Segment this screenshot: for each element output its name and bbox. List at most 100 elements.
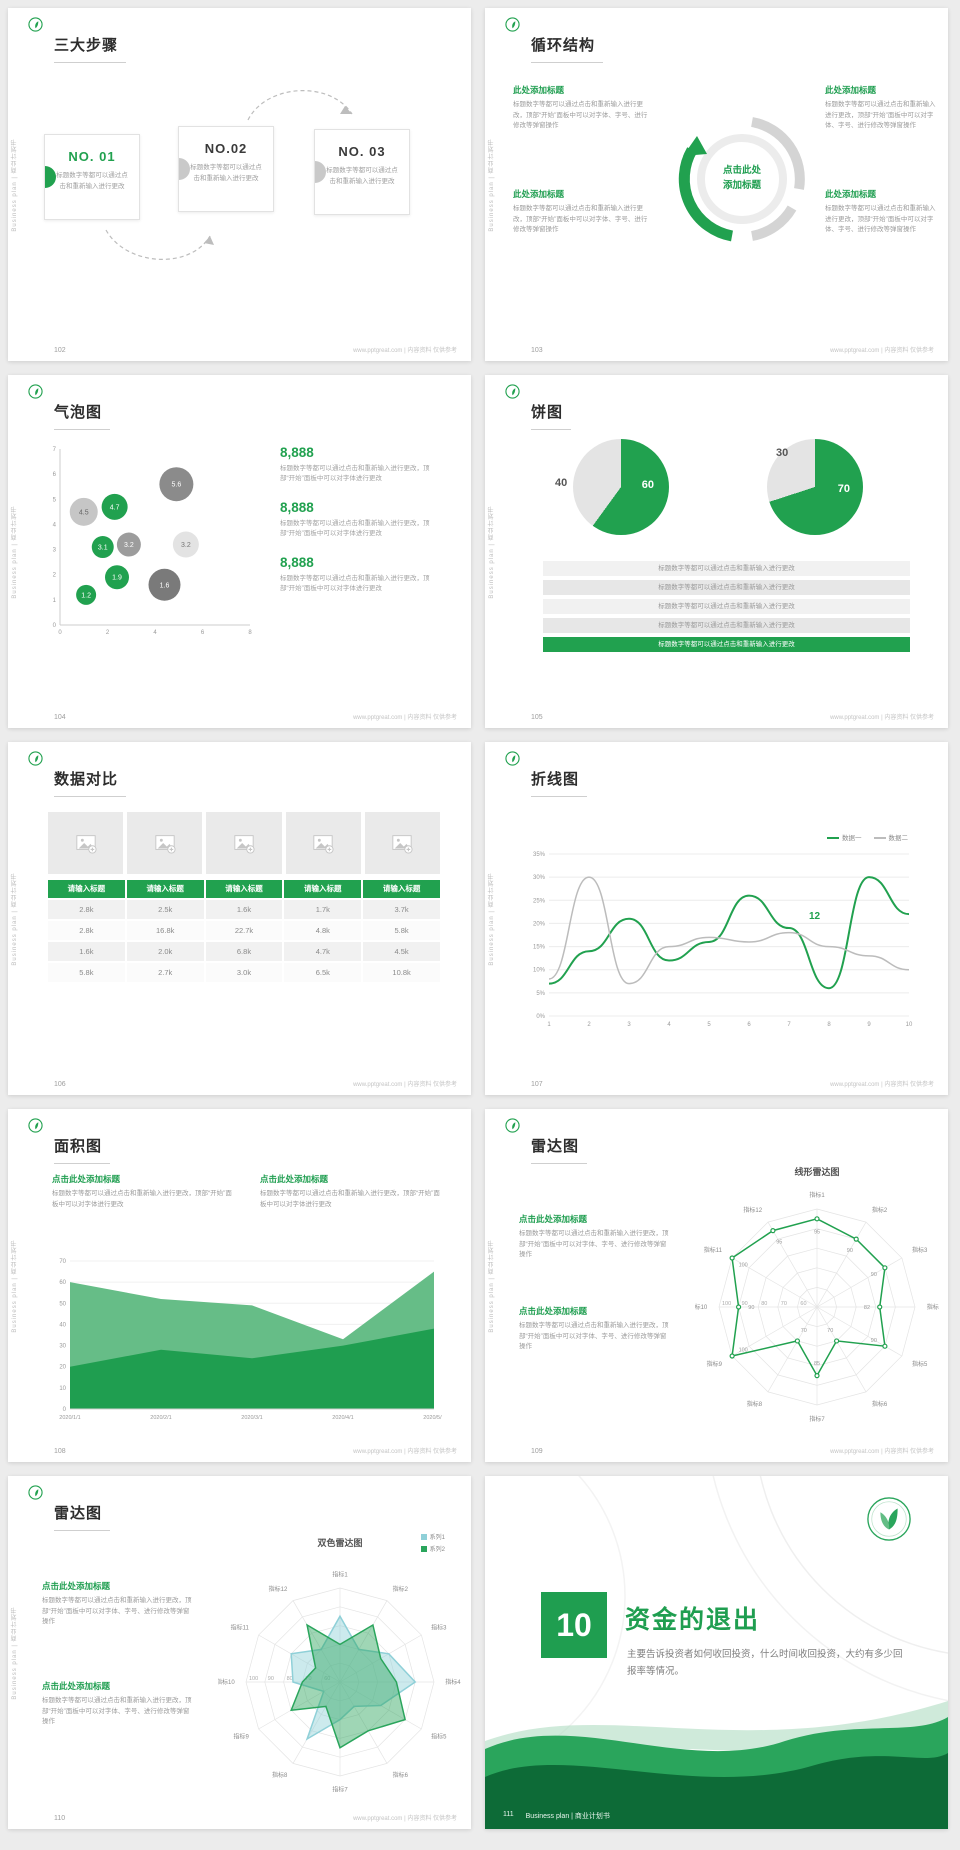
radar-chart: 指标1 指标2 指标3 指标4 指标5 指标6 指标7 指标8 指标9 指标10 指标11 指标12 6…: [689, 1183, 943, 1427]
table-cell: 5.8k: [48, 963, 125, 982]
slide-side-caption: Business plan | 商业计划书: [489, 871, 495, 966]
legend-swatch: [873, 837, 886, 840]
svg-text:50: 50: [59, 1301, 66, 1307]
svg-text:4.7: 4.7: [110, 504, 120, 511]
table-cell: 6.5k: [284, 963, 362, 982]
step-box-2: NO.02 标题数字等都可以通过点击和重新输入进行更改: [178, 126, 274, 212]
step-body: 标题数字等都可以通过点击和重新输入进行更改: [326, 167, 398, 186]
steps-connector-arcs: [105, 90, 353, 260]
svg-text:60: 60: [800, 1301, 806, 1307]
stat-body: 标题数字等都可以通过点击和重新输入进行更改，顶部“开始”面板中可以对字体进行更改: [280, 465, 430, 483]
slide-102-three-steps[interactable]: Business plan | 商业计划书 三大步骤 NO. 01 标题数字等都…: [8, 8, 471, 361]
image-placeholder: [364, 812, 440, 874]
table-cell: 10.8k: [363, 963, 440, 982]
svg-text:指标1: 指标1: [809, 1191, 825, 1199]
area-chart: 0 10 20 30 40 50 60 70 2020/1/1 2020/2/1 2020/3/1 2…: [46, 1255, 444, 1425]
svg-text:90: 90: [748, 1305, 754, 1311]
table-cell: 2.8k: [48, 900, 125, 919]
slide-side-caption: Business plan | 商业计划书: [12, 1238, 18, 1333]
table-cell: 4.7k: [284, 942, 362, 961]
svg-text:4: 4: [667, 1022, 671, 1028]
brand-logo-icon: [505, 1118, 520, 1133]
svg-text:指标11: 指标11: [231, 1623, 250, 1631]
legend-label: 数据二: [888, 835, 909, 842]
cycle-diagram: 点击此处添加标题: [667, 104, 817, 254]
svg-text:指标8: 指标8: [747, 1400, 763, 1408]
slide-107-line-chart[interactable]: Business plan | 商业计划书 折线图 数据一 数据二 0% 5% 10…: [485, 742, 948, 1095]
cycle-arrows-icon: [678, 117, 805, 242]
slide-111-section-divider[interactable]: 10 资金的退出 主要告诉投资者如何收回投资，什么时间收回投资，大约有多少回报率…: [485, 1476, 948, 1829]
svg-text:80: 80: [287, 1676, 293, 1682]
table-cell: 3.7k: [363, 900, 440, 919]
page-number: 111: [503, 1811, 514, 1818]
area-heading-block-1: 点击此处添加标题 标题数字等都可以通过点击和重新输入进行更改，顶部“开始”面板中…: [52, 1173, 232, 1210]
step-number: NO. 03: [338, 144, 386, 159]
svg-text:指标2: 指标2: [393, 1585, 409, 1593]
block-body: 标题数字等都可以通过点击和重新输入进行更改，顶部“开始”面板中可以对字体、字号、…: [42, 1697, 192, 1726]
slide-104-bubble-chart[interactable]: Business plan | 商业计划书 气泡图 0 1 2 3 4 5 6 7 0 2 4 6 8 4…: [8, 375, 471, 728]
slide-title: 气泡图: [54, 401, 102, 430]
wave-decoration: [485, 1701, 948, 1829]
svg-text:5: 5: [707, 1022, 711, 1028]
block-heading: 点击此处添加标题: [52, 1174, 121, 1184]
svg-text:90: 90: [742, 1301, 748, 1307]
legend-label: 数据一: [842, 835, 862, 842]
svg-text:15%: 15%: [533, 945, 546, 951]
svg-text:90: 90: [847, 1248, 853, 1254]
radar-heading-block-2: 点击此处添加标题 标题数字等都可以通过点击和重新输入进行更改，顶部“开始”面板中…: [519, 1305, 671, 1353]
slide-106-data-comparison[interactable]: Business plan | 商业计划书 数据对比 请输入标题 请输入标题 请…: [8, 742, 471, 1095]
svg-text:40: 40: [59, 1322, 66, 1328]
block-heading: 点击此处添加标题: [42, 1681, 111, 1691]
step-notch-icon: [179, 158, 190, 180]
svg-text:100: 100: [722, 1301, 731, 1307]
cycle-center-label: 点击此处添加标题: [667, 104, 817, 254]
footer-site: www.pptgreat.com | 内容资料 仅供参考: [830, 1082, 934, 1088]
table-header-cell: 请输入标题: [205, 880, 283, 898]
slide-side-caption: Business plan | 商业计划书: [12, 504, 18, 599]
image-placeholder-row: [48, 812, 440, 874]
legend-swatch: [420, 1545, 427, 1552]
svg-text:2: 2: [587, 1022, 591, 1028]
block-body: 标题数字等都可以通过点击和重新输入进行更改，顶部“开始”面板中可以对字体、字号、…: [519, 1322, 669, 1351]
radar-heading-block-1: 点击此处添加标题 标题数字等都可以通过点击和重新输入进行更改，顶部“开始”面板中…: [519, 1213, 671, 1261]
legend-label: 系列1: [429, 1535, 445, 1541]
svg-text:1.9: 1.9: [112, 575, 122, 582]
block-heading: 此处添加标题: [513, 85, 565, 95]
radar-heading-block-2: 点击此处添加标题 标题数字等都可以通过点击和重新输入进行更改，顶部“开始”面板中…: [42, 1680, 194, 1728]
slide-103-cycle[interactable]: Business plan | 商业计划书 循环结构 点击此处添加标题 此处添加…: [485, 8, 948, 361]
brand-logo-icon: [28, 384, 43, 399]
table-header-cell: 请输入标题: [284, 880, 362, 898]
svg-text:8: 8: [827, 1022, 831, 1028]
block-body: 标题数字等都可以通过点击和重新输入进行更改，顶部“开始”面板中可以对字体进行更改: [52, 1190, 232, 1208]
radar-chart-title: 线形雷达图: [794, 1167, 840, 1177]
table-cell: 2.7k: [126, 963, 204, 982]
svg-text:2020/1/1: 2020/1/1: [59, 1415, 80, 1421]
legend-label: 系列2: [429, 1547, 445, 1553]
svg-text:指标7: 指标7: [332, 1785, 348, 1793]
slide-105-pie-charts[interactable]: Business plan | 商业计划书 饼图 40 60 30 70 标题数…: [485, 375, 948, 728]
svg-text:30%: 30%: [533, 875, 546, 881]
svg-text:82: 82: [864, 1305, 870, 1311]
caption-row: 标题数字等都可以通过点击和重新输入进行更改: [543, 618, 910, 633]
svg-text:70: 70: [801, 1328, 807, 1334]
svg-text:指标5: 指标5: [431, 1733, 447, 1741]
block-heading: 点击此处添加标题: [260, 1174, 329, 1184]
table-cell: 1.6k: [48, 942, 125, 961]
slide-110-radar-dual[interactable]: Business plan | 商业计划书 雷达图 双色雷达图 系列1 系列2 …: [8, 1476, 471, 1829]
svg-text:70: 70: [59, 1259, 66, 1265]
comparison-grid: 请输入标题 请输入标题 请输入标题 请输入标题 请输入标题 2.8k 2.5k …: [48, 880, 440, 982]
step-box-1: NO. 01 标题数字等都可以通过点击和重新输入进行更改: [44, 134, 140, 220]
footer-site: www.pptgreat.com | 内容资料 仅供参考: [830, 1449, 934, 1455]
svg-text:2: 2: [106, 630, 110, 636]
page-number: 108: [54, 1448, 66, 1455]
slide-108-area-chart[interactable]: Business plan | 商业计划书 面积图 点击此处添加标题 标题数字等…: [8, 1109, 471, 1462]
stat-block: 8,888 标题数字等都可以通过点击和重新输入进行更改，顶部“开始”面板中可以对…: [280, 445, 436, 485]
svg-text:90: 90: [871, 1338, 877, 1344]
block-body: 标题数字等都可以通过点击和重新输入进行更改，顶部“开始”面板中可以对字体进行更改: [260, 1190, 440, 1208]
legend-item: 数据一: [827, 832, 862, 842]
slide-109-radar-line[interactable]: Business plan | 商业计划书 雷达图 线形雷达图 点击此处添加标题…: [485, 1109, 948, 1462]
table-cell: 5.8k: [363, 921, 440, 940]
slide-title: 雷达图: [54, 1502, 102, 1531]
radar-chart-title: 双色雷达图: [317, 1538, 363, 1548]
